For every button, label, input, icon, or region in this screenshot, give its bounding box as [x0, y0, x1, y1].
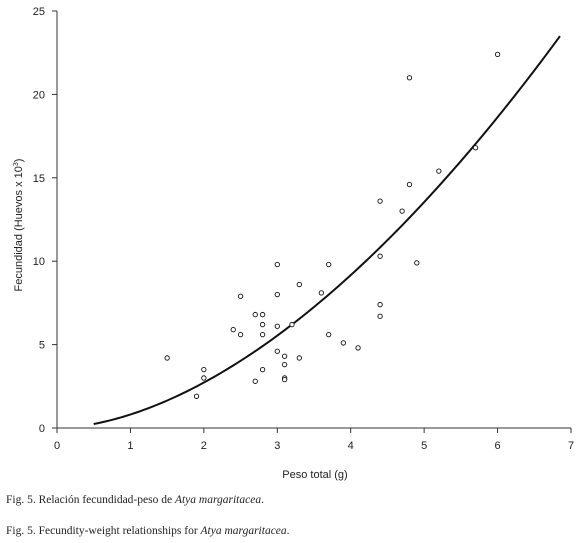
x-tick-label: 2	[201, 440, 207, 452]
data-point	[326, 261, 332, 268]
data-point	[406, 75, 413, 81]
caption-english-suffix: .	[286, 525, 290, 537]
x-tick-label: 5	[421, 440, 427, 452]
caption-english: Fig. 5. Fecundity-weight relationships f…	[6, 525, 290, 537]
y-tick-label: 10	[33, 256, 45, 268]
scatter-chart: 0 1 2 3 4 5 6 7 0 5 10 15 20 25 Peso total (g) Fecund…	[13, 6, 574, 481]
caption-spanish: Fig. 5. Relación fecundidad-peso de Atya…	[6, 494, 264, 506]
data-point	[274, 261, 280, 268]
data-point	[274, 348, 280, 354]
data-point	[377, 313, 383, 319]
data-point	[259, 321, 266, 328]
y-tick-label: 15	[33, 173, 45, 185]
data-point	[436, 168, 442, 174]
data-point	[406, 181, 413, 188]
caption-english-prefix: Fig. 5. Fecundity-weight relationships f…	[6, 525, 201, 537]
data-point	[281, 361, 288, 368]
data-point	[259, 311, 266, 318]
data-point	[259, 366, 266, 373]
fit-curve-layer	[93, 35, 561, 425]
data-point	[237, 293, 244, 299]
data-point	[326, 331, 332, 338]
data-point	[281, 376, 288, 383]
x-tick-label: 4	[348, 440, 354, 452]
data-point	[193, 393, 200, 399]
data-point	[201, 366, 207, 373]
y-axis-title-end: )	[13, 159, 25, 163]
y-tick-label: 20	[33, 89, 45, 101]
data-point	[281, 353, 288, 359]
data-point	[259, 331, 266, 338]
y-tick-label: 5	[39, 340, 45, 352]
data-point	[230, 326, 236, 333]
data-point	[289, 321, 295, 328]
x-tick-label: 3	[274, 440, 280, 452]
x-tick-label: 0	[54, 440, 60, 452]
x-tick-label: 7	[568, 440, 574, 452]
data-point	[296, 355, 302, 361]
caption-spanish-prefix: Fig. 5. Relación fecundidad-peso de	[6, 494, 175, 506]
data-point	[318, 290, 324, 296]
data-point	[252, 311, 258, 318]
data-point	[274, 291, 280, 298]
data-point	[252, 378, 258, 384]
y-axis-title-main: Fecundidad (Huevos x 10	[13, 166, 25, 291]
data-point	[414, 260, 420, 266]
y-axis-title: Fecundidad (Huevos x 103)	[13, 159, 25, 292]
x-tick-label: 6	[495, 440, 501, 452]
x-tick-label: 1	[127, 440, 133, 452]
data-point	[494, 51, 501, 58]
data-point	[237, 331, 244, 338]
data-point	[377, 198, 383, 204]
data-points	[164, 51, 501, 399]
data-point	[399, 208, 405, 214]
data-point	[472, 145, 479, 151]
caption-spanish-suffix: .	[261, 494, 264, 506]
data-point	[355, 345, 361, 351]
fit-curve	[93, 35, 561, 425]
data-point	[340, 340, 347, 346]
axes: 0 1 2 3 4 5 6 7 0 5 10 15 20 25	[33, 6, 574, 452]
data-point	[274, 323, 280, 329]
data-point	[164, 355, 170, 361]
data-point	[377, 253, 383, 259]
data-point	[377, 301, 383, 308]
caption-spanish-species: Atya margaritacea	[174, 494, 262, 506]
y-tick-label: 25	[33, 6, 45, 18]
data-point	[296, 281, 302, 288]
caption-english-species: Atya margaritacea	[200, 525, 287, 537]
y-tick-label: 0	[39, 423, 45, 435]
x-axis-title: Peso total (g)	[282, 469, 347, 481]
data-point	[201, 375, 207, 381]
y-axis-title-sup: 3	[13, 162, 20, 166]
